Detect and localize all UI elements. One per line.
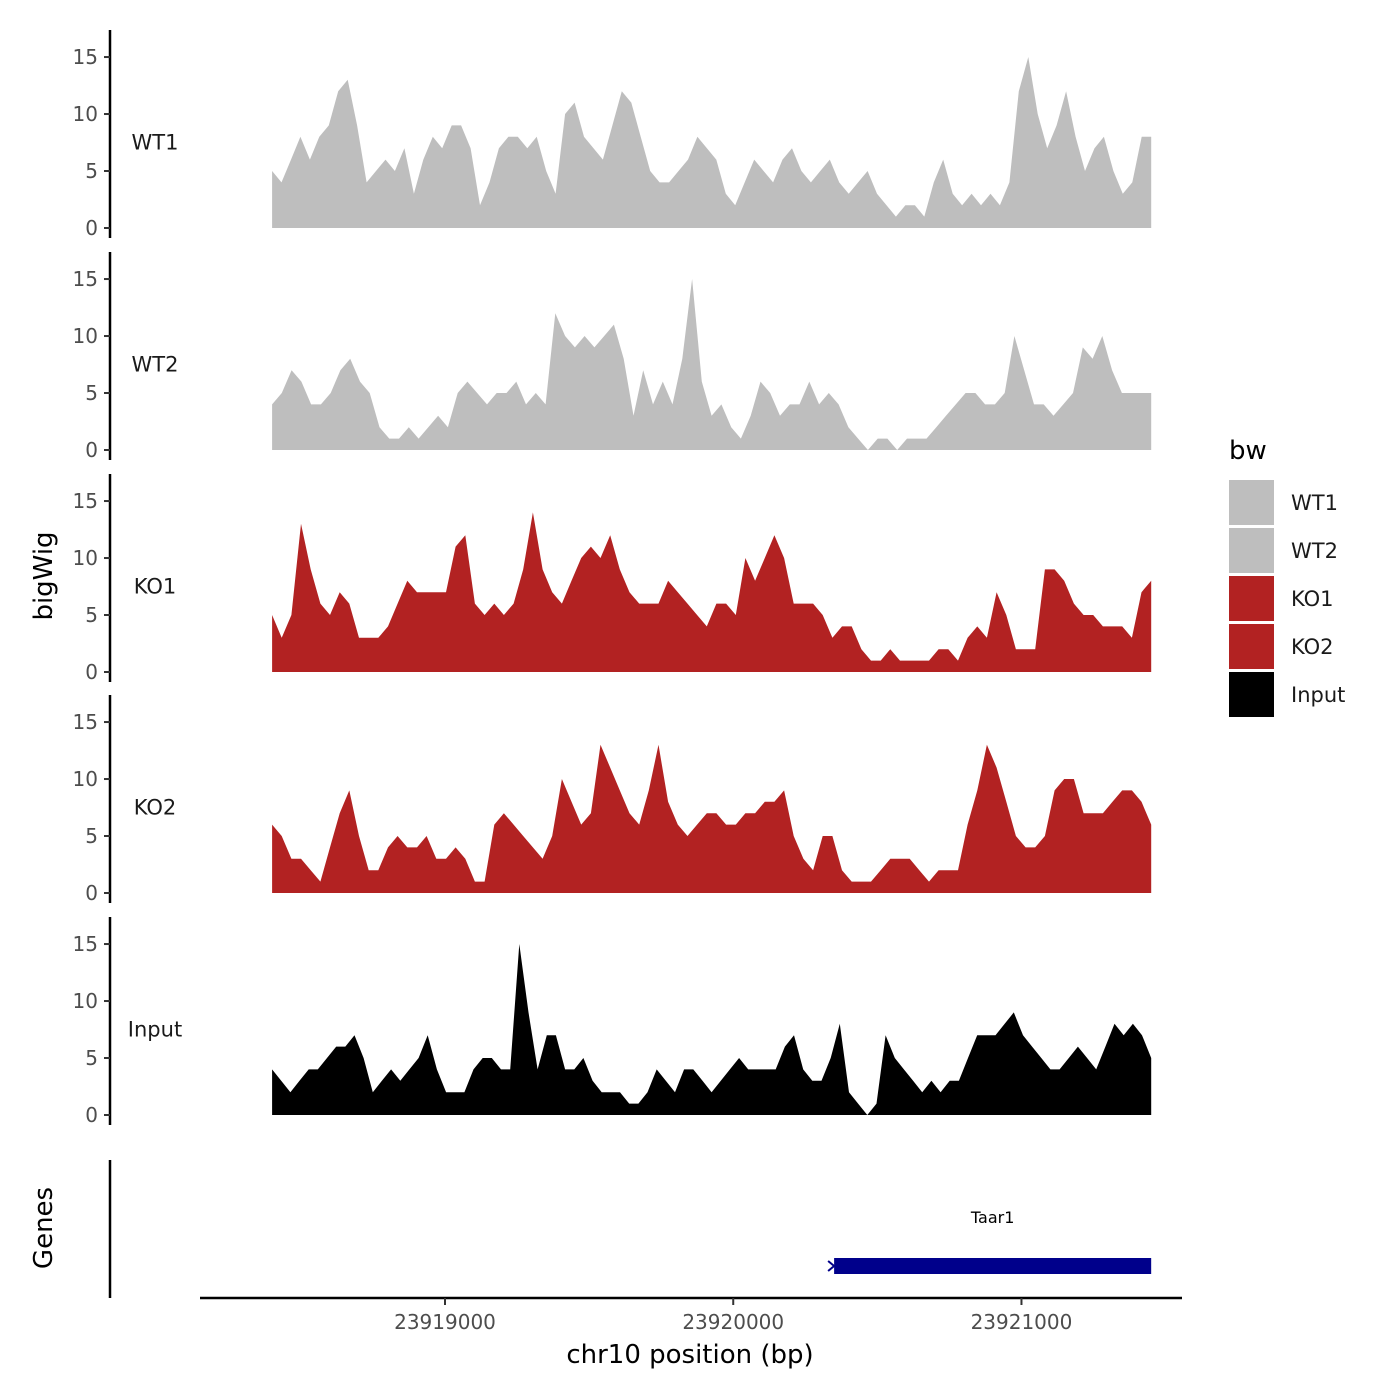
area-wt1 [272, 57, 1152, 228]
legend-label-ko2: KO2 [1291, 635, 1334, 659]
panel-label-ko2: KO2 [134, 796, 177, 820]
legend-key-wt2 [1229, 528, 1274, 573]
gene-label-taar1: Taar1 [970, 1208, 1015, 1227]
y-tick-label: 0 [85, 438, 98, 462]
legend-key-ko2 [1229, 624, 1274, 669]
track-panel-ko1: 0 5 10 15 KO1 [73, 474, 1152, 684]
area-ko1 [272, 512, 1152, 672]
x-axis-title: chr10 position (bp) [566, 1340, 813, 1370]
y-tick-label: 0 [85, 660, 98, 684]
y-tick-label: 5 [85, 603, 98, 627]
track-panels: 0 5 10 15 WT1 0 5 10 15 WT2 0 5 10 15 KO1 0 5 10 15 KO2 0 5 10… [73, 30, 1152, 1127]
y-tick-label: 10 [73, 989, 98, 1013]
panel-label-ko1: KO1 [134, 575, 177, 599]
x-tick-label: 23919000 [394, 1310, 496, 1334]
panel-label-wt2: WT2 [132, 353, 179, 377]
y-tick-label: 5 [85, 159, 98, 183]
x-tick-label: 23921000 [971, 1310, 1073, 1334]
gene-strand-arrow [827, 1260, 836, 1272]
y-tick-label: 10 [73, 324, 98, 348]
legend-label-wt2: WT2 [1291, 539, 1338, 563]
gene-body-taar1 [834, 1258, 1152, 1274]
area-ko2 [272, 744, 1152, 893]
genes-panel: Taar1 [108, 1160, 1152, 1298]
y-tick-label: 0 [85, 1103, 98, 1127]
y-tick-label: 10 [73, 767, 98, 791]
legend-key-input [1229, 672, 1274, 717]
track-panel-input: 0 5 10 15 Input [73, 917, 1152, 1127]
y-tick-label: 5 [85, 1046, 98, 1070]
legend: bw WT1 WT2 KO1 KO2 Input [1229, 436, 1345, 717]
panel-label-input: Input [128, 1018, 182, 1042]
track-panel-ko2: 0 5 10 15 KO2 [73, 695, 1152, 905]
legend-label-ko1: KO1 [1291, 587, 1334, 611]
y-tick-label: 5 [85, 381, 98, 405]
y-tick-label: 15 [73, 932, 98, 956]
track-panel-wt1: 0 5 10 15 WT1 [73, 30, 1152, 240]
y-tick-label: 15 [73, 710, 98, 734]
legend-label-wt1: WT1 [1291, 491, 1338, 515]
y-tick-label: 10 [73, 546, 98, 570]
y-tick-label: 0 [85, 881, 98, 905]
y-axis-title: bigWig [29, 531, 59, 620]
panel-label-wt1: WT1 [132, 131, 179, 155]
legend-key-ko1 [1229, 576, 1274, 621]
y-tick-label: 5 [85, 824, 98, 848]
genes-axis-title: Genes [29, 1187, 59, 1269]
x-axis: 23919000 23920000 23921000 [200, 1296, 1182, 1334]
legend-title: bw [1229, 436, 1267, 466]
legend-label-input: Input [1291, 683, 1345, 707]
area-wt2 [272, 279, 1152, 450]
legend-key-wt1 [1229, 480, 1274, 525]
area-input [272, 944, 1152, 1115]
track-panel-wt2: 0 5 10 15 WT2 [73, 252, 1152, 462]
y-tick-label: 15 [73, 45, 98, 69]
x-tick-label: 23920000 [682, 1310, 784, 1334]
y-tick-label: 15 [73, 267, 98, 291]
y-tick-label: 10 [73, 102, 98, 126]
y-tick-label: 15 [73, 489, 98, 513]
y-tick-label: 0 [85, 216, 98, 240]
